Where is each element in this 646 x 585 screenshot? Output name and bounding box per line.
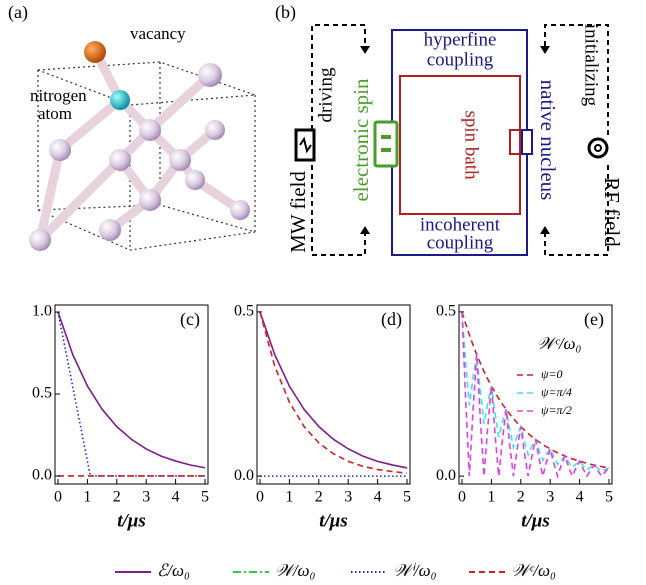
series-line xyxy=(461,311,610,479)
native-nucleus-label: native nucleus xyxy=(536,80,560,201)
nitrogen-label: nitrogen xyxy=(30,86,87,105)
incoherent-label: incoherent xyxy=(420,214,501,235)
x-tick-label: 1 xyxy=(487,489,495,506)
x-tick-label: 0 xyxy=(458,489,466,506)
x-tick-label: 0 xyxy=(256,489,264,506)
series-line xyxy=(461,311,610,469)
hyperfine-label: coupling xyxy=(427,49,494,70)
legend-label: 𝒲ᶜ/ω₀ xyxy=(511,561,556,580)
y-tick-label: 0.0 xyxy=(436,467,456,484)
x-axis-label: t/μs xyxy=(117,510,146,531)
battery-bar xyxy=(381,148,391,152)
bath-port xyxy=(509,129,521,155)
mw-field-label: MW field xyxy=(286,171,310,253)
y-tick-label: 0.5 xyxy=(436,303,456,320)
x-tick-label: 4 xyxy=(374,489,382,506)
plot-frame xyxy=(256,304,411,485)
crystal xyxy=(29,41,256,251)
bath-box xyxy=(399,75,521,215)
x-tick-label: 5 xyxy=(201,489,209,506)
legend-title: 𝒲ᶜ/ω₀ xyxy=(537,334,582,353)
y-tick-label: 0.5 xyxy=(32,385,52,402)
series-line xyxy=(461,311,610,473)
x-tick-label: 4 xyxy=(172,489,180,506)
x-tick-label: 1 xyxy=(83,489,91,506)
x-tick-label: 2 xyxy=(315,489,323,506)
rf-field-label: RF field xyxy=(600,177,624,247)
x-tick-label: 0 xyxy=(54,489,62,506)
x-tick-label: 3 xyxy=(344,489,352,506)
panel-label: (d) xyxy=(381,309,402,330)
legend-label: 𝒲ⁱ/ω₀ xyxy=(393,561,437,580)
x-tick-label: 3 xyxy=(546,489,554,506)
incoherent-label: coupling xyxy=(427,232,494,253)
x-tick-label: 3 xyxy=(142,489,150,506)
legend-label: ℰ/ω₀ xyxy=(157,561,190,580)
panel-label: (e) xyxy=(584,309,604,330)
spin-bath-label: spin bath xyxy=(461,110,482,180)
legend-label: ψ=0 xyxy=(541,367,563,381)
x-tick-label: 2 xyxy=(517,489,525,506)
legend-label: 𝒲/ω₀ xyxy=(275,561,316,580)
y-tick-label: 0.0 xyxy=(32,467,52,484)
electronic-spin-label: electronic spin xyxy=(349,78,373,202)
y-tick-label: 0.0 xyxy=(234,467,254,484)
initializing-label: initializing xyxy=(581,24,602,107)
legend-label: ψ=π/4 xyxy=(541,385,572,399)
series-line xyxy=(259,311,408,469)
x-axis-label: t/μs xyxy=(319,510,348,531)
x-tick-label: 1 xyxy=(285,489,293,506)
nitrogen-label: atom xyxy=(38,104,72,123)
plot-frame xyxy=(54,304,209,485)
y-tick-label: 0.5 xyxy=(234,303,254,320)
x-axis-label: t/μs xyxy=(521,510,550,531)
panel-label: (a) xyxy=(8,2,28,23)
x-tick-label: 5 xyxy=(605,489,613,506)
vacancy-label: vacancy xyxy=(130,24,186,43)
series-line xyxy=(57,311,206,469)
rf-coil xyxy=(587,137,609,159)
nucleus-port xyxy=(521,129,533,155)
legend-label: ψ=π/2 xyxy=(541,403,572,417)
y-tick-label: 1.0 xyxy=(32,303,52,320)
driving-label: driving xyxy=(315,67,336,122)
battery-bar xyxy=(381,135,391,139)
panel-label: (c) xyxy=(180,309,200,330)
hyperfine-label: hyperfine xyxy=(424,29,497,50)
x-tick-label: 4 xyxy=(576,489,584,506)
x-tick-label: 2 xyxy=(113,489,121,506)
series-line xyxy=(57,311,205,477)
plot-frame xyxy=(458,304,613,485)
x-tick-label: 5 xyxy=(403,489,411,506)
series-line xyxy=(259,311,408,474)
loop-arrows xyxy=(311,24,609,256)
battery xyxy=(373,120,399,168)
panel-label: (b) xyxy=(275,2,296,23)
